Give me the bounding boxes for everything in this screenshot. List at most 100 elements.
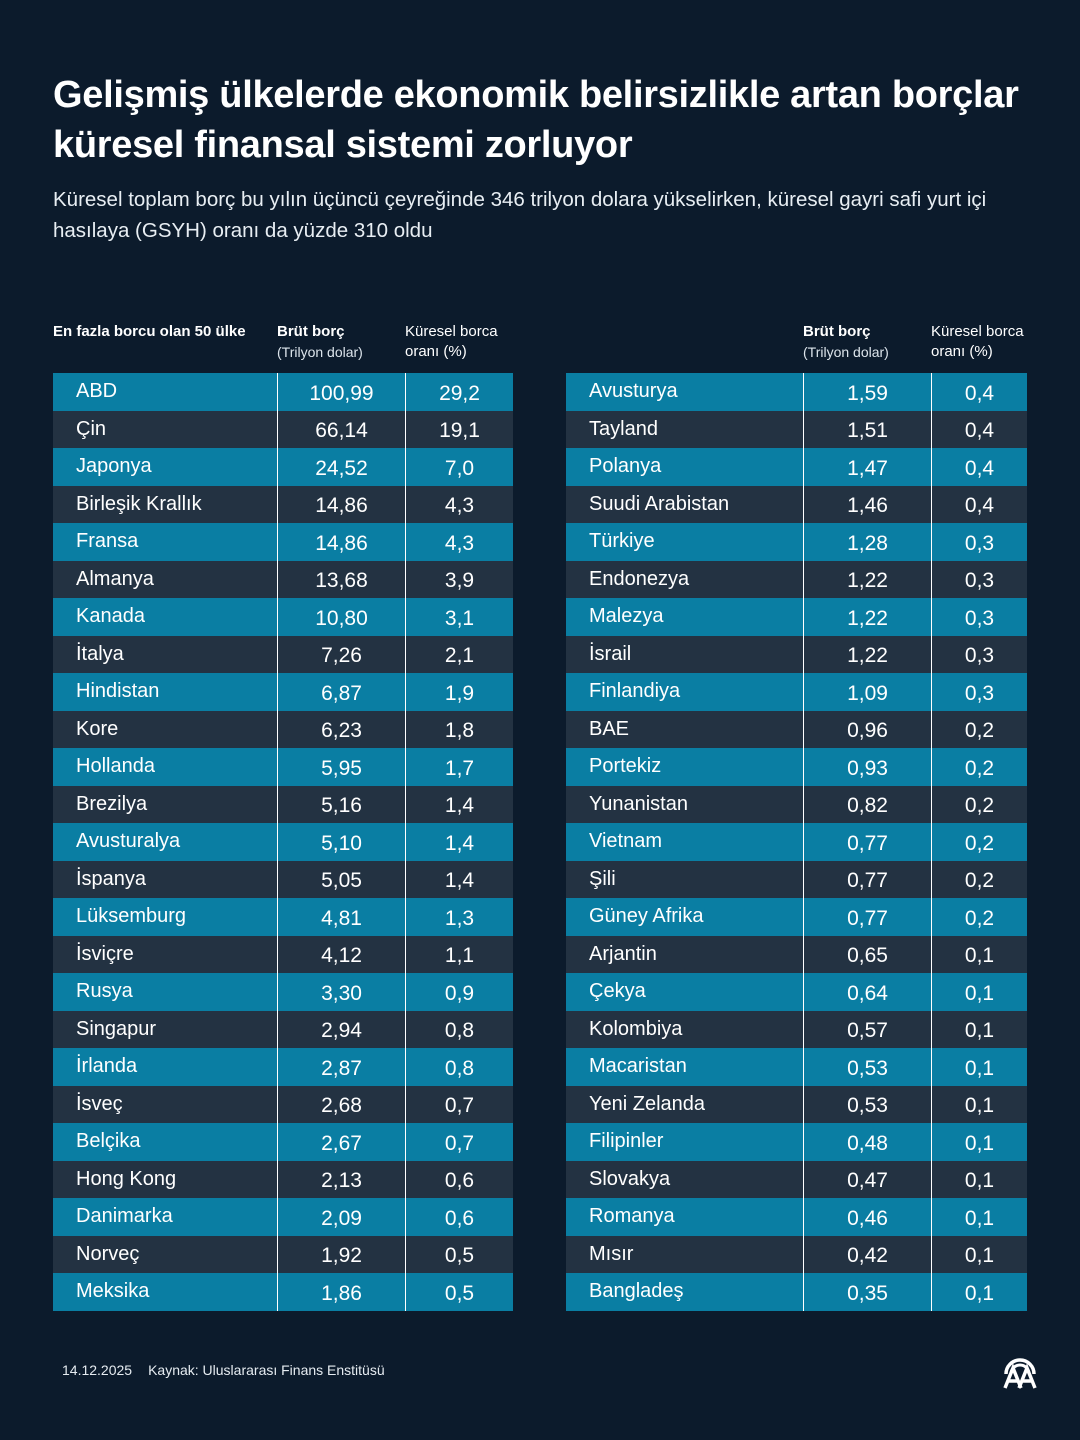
table-right: Avusturya 1,59 0,4 Tayland 1,51 0,4 Polanya 1,4… — [566, 373, 1027, 1311]
debt-cell: 5,16 — [277, 785, 405, 823]
debt-cell: 4,81 — [277, 898, 405, 936]
debt-cell: 0,35 — [803, 1273, 931, 1311]
country-cell: İsveç — [76, 1092, 123, 1115]
share-cell: 0,2 — [931, 860, 1027, 898]
table-row: Singapur 2,94 0,8 — [53, 1010, 513, 1048]
share-cell: 1,1 — [405, 935, 513, 973]
debt-cell: 2,94 — [277, 1010, 405, 1048]
share-cell: 0,3 — [931, 673, 1027, 711]
country-cell: İsviçre — [76, 942, 134, 965]
country-cell: Avusturya — [589, 380, 678, 403]
country-cell: Meksika — [76, 1280, 150, 1303]
table-row: Meksika 1,86 0,5 — [53, 1273, 513, 1311]
share-cell: 4,3 — [405, 523, 513, 561]
table-row: İspanya 5,05 1,4 — [53, 860, 513, 898]
debt-cell: 1,28 — [803, 523, 931, 561]
share-cell: 0,6 — [405, 1160, 513, 1198]
country-cell: Vietnam — [589, 830, 663, 853]
country-cell: Şili — [589, 867, 616, 890]
debt-cell: 0,46 — [803, 1198, 931, 1236]
table-row: Şili 0,77 0,2 — [566, 860, 1027, 898]
share-cell: 29,2 — [405, 373, 513, 411]
header-share-left: Küresel borca oranı (%) — [405, 323, 498, 360]
debt-cell: 2,87 — [277, 1048, 405, 1086]
country-cell: Avusturalya — [76, 830, 181, 853]
share-cell: 0,1 — [931, 1048, 1027, 1086]
country-cell: Lüksemburg — [76, 905, 187, 928]
table-row: Belçika 2,67 0,7 — [53, 1123, 513, 1161]
country-cell: Hong Kong — [76, 1167, 177, 1190]
debt-cell: 7,26 — [277, 635, 405, 673]
share-cell: 0,7 — [405, 1085, 513, 1123]
debt-cell: 0,77 — [803, 860, 931, 898]
share-cell: 0,1 — [931, 935, 1027, 973]
country-cell: Yunanistan — [589, 792, 688, 815]
table-row: Kolombiya 0,57 0,1 — [566, 1010, 1027, 1048]
country-cell: Tayland — [589, 417, 658, 440]
debt-cell: 6,23 — [277, 710, 405, 748]
table-left: ABD 100,99 29,2 Çin 66,14 19,1 Japonya 24,52 7,0… — [53, 373, 513, 1311]
country-cell: Danimarka — [76, 1205, 173, 1228]
share-cell: 0,2 — [931, 710, 1027, 748]
table-row: Kore 6,23 1,8 — [53, 710, 513, 748]
table-row: Endonezya 1,22 0,3 — [566, 560, 1027, 598]
share-cell: 0,2 — [931, 748, 1027, 786]
share-cell: 0,7 — [405, 1123, 513, 1161]
share-cell: 0,2 — [931, 785, 1027, 823]
share-cell: 1,4 — [405, 860, 513, 898]
table-row: İrlanda 2,87 0,8 — [53, 1048, 513, 1086]
share-cell: 0,8 — [405, 1010, 513, 1048]
country-cell: Fransa — [76, 530, 139, 553]
debt-cell: 2,67 — [277, 1123, 405, 1161]
debt-cell: 0,93 — [803, 748, 931, 786]
country-cell: Belçika — [76, 1130, 141, 1153]
subtitle: Küresel toplam borç bu yılın üçüncü çeyr… — [53, 188, 987, 242]
footer-date: 14.12.2025 — [62, 1362, 133, 1378]
share-cell: 0,4 — [931, 410, 1027, 448]
footer: 14.12.2025 Kaynak: Uluslararası Finans En… — [62, 1362, 401, 1378]
share-cell: 7,0 — [405, 448, 513, 486]
country-cell: Kore — [76, 717, 119, 740]
table-row: Finlandiya 1,09 0,3 — [566, 673, 1027, 711]
debt-cell: 1,22 — [803, 560, 931, 598]
debt-cell: 0,77 — [803, 823, 931, 861]
share-cell: 3,9 — [405, 560, 513, 598]
country-cell: Birleşik Krallık — [76, 492, 202, 515]
table-row: Filipinler 0,48 0,1 — [566, 1123, 1027, 1161]
country-cell: Polanya — [589, 455, 662, 478]
share-cell: 1,3 — [405, 898, 513, 936]
table-row: Malezya 1,22 0,3 — [566, 598, 1027, 636]
share-cell: 0,9 — [405, 973, 513, 1011]
header-debt-right: Brüt borç (Trilyon dolar) — [803, 322, 928, 363]
debt-cell: 0,77 — [803, 898, 931, 936]
table-row: Avusturya 1,59 0,4 — [566, 373, 1027, 411]
table-row: Macaristan 0,53 0,1 — [566, 1048, 1027, 1086]
table-row: Romanya 0,46 0,1 — [566, 1198, 1027, 1236]
table-row: Çekya 0,64 0,1 — [566, 973, 1027, 1011]
share-cell: 0,4 — [931, 485, 1027, 523]
share-cell: 1,7 — [405, 748, 513, 786]
share-cell: 0,2 — [931, 823, 1027, 861]
table-row: Hollanda 5,95 1,7 — [53, 748, 513, 786]
share-cell: 1,8 — [405, 710, 513, 748]
country-cell: Finlandiya — [589, 680, 681, 703]
table-row: ABD 100,99 29,2 — [53, 373, 513, 411]
debt-cell: 1,59 — [803, 373, 931, 411]
country-cell: Bangladeş — [589, 1280, 684, 1303]
country-cell: Hollanda — [76, 755, 155, 778]
debt-cell: 3,30 — [277, 973, 405, 1011]
debt-cell: 0,42 — [803, 1235, 931, 1273]
country-cell: Brezilya — [76, 792, 148, 815]
debt-cell: 2,09 — [277, 1198, 405, 1236]
debt-cell: 1,51 — [803, 410, 931, 448]
share-cell: 0,1 — [931, 1198, 1027, 1236]
country-cell: Mısır — [589, 1242, 634, 1265]
table-row: Yunanistan 0,82 0,2 — [566, 785, 1027, 823]
country-cell: Romanya — [589, 1205, 675, 1228]
table-row: Lüksemburg 4,81 1,3 — [53, 898, 513, 936]
country-cell: Filipinler — [589, 1130, 664, 1153]
country-cell: Çin — [76, 417, 107, 440]
country-cell: Suudi Arabistan — [589, 492, 730, 515]
debt-cell: 1,47 — [803, 448, 931, 486]
share-cell: 0,1 — [931, 1085, 1027, 1123]
